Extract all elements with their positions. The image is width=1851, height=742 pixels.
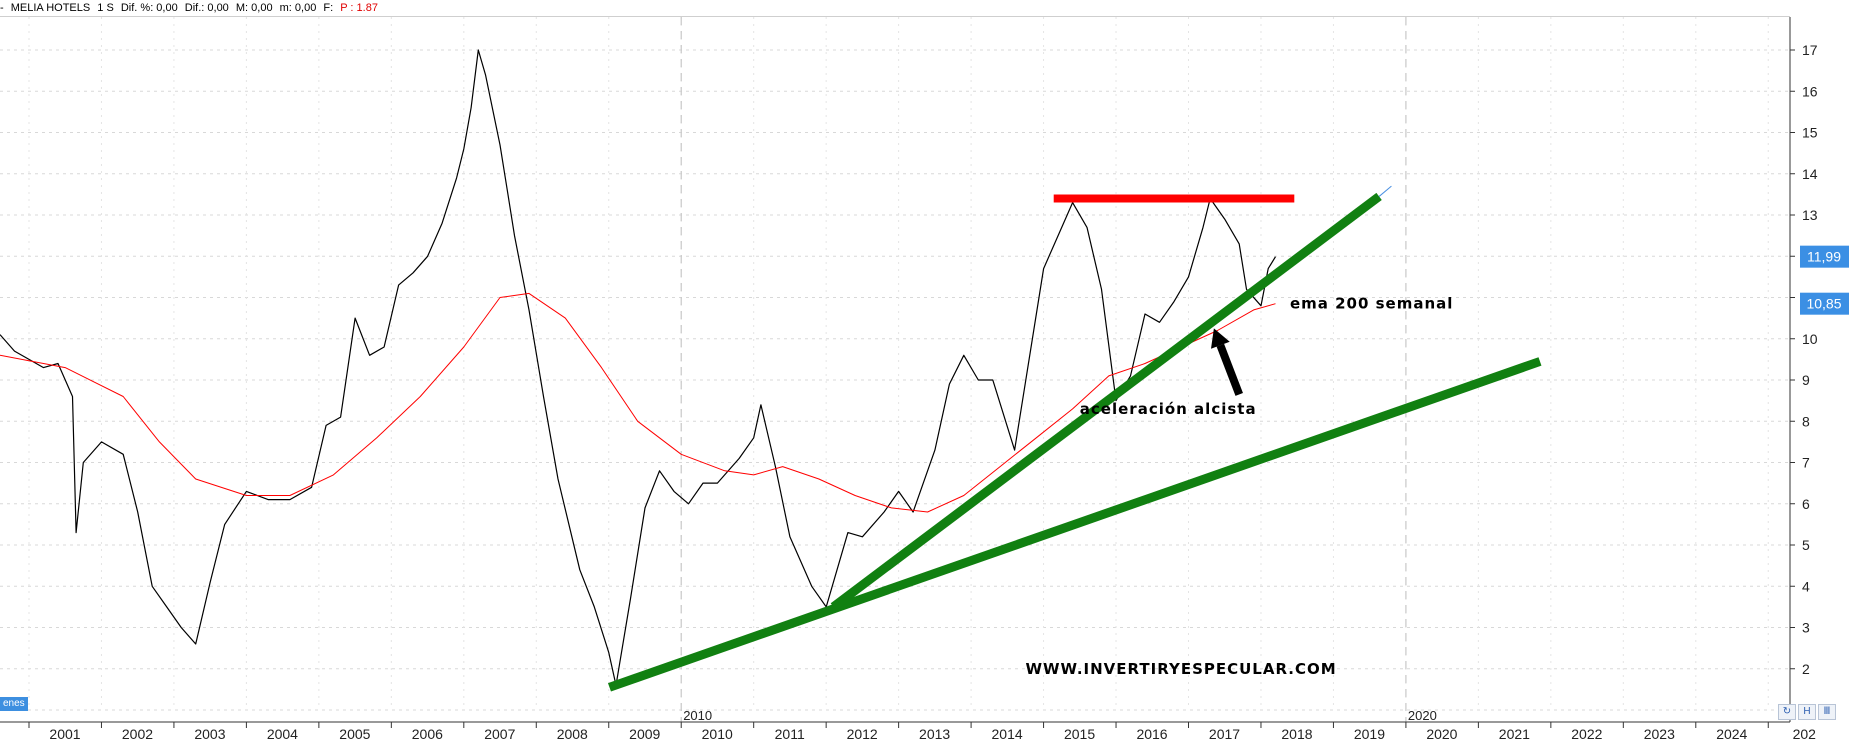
x-tick-label: 2015 bbox=[1064, 726, 1095, 742]
y-tick-label: 10 bbox=[1802, 331, 1818, 347]
x-tick-label: 2022 bbox=[1571, 726, 1602, 742]
x-tick-label: 2021 bbox=[1499, 726, 1530, 742]
volume-tab[interactable]: enes bbox=[0, 697, 28, 711]
ema-line bbox=[0, 292, 1276, 513]
x-tick-label: 2023 bbox=[1644, 726, 1675, 742]
x-tick-label: 2016 bbox=[1136, 726, 1167, 742]
chart-toolbar: ↻ H Ⅲ bbox=[1778, 704, 1836, 720]
y-axis-panel bbox=[1791, 17, 1851, 742]
save-icon[interactable]: H bbox=[1798, 704, 1816, 720]
value-box-bg bbox=[1800, 292, 1849, 315]
trendline bbox=[830, 192, 1382, 611]
p-label: P : 1.87 bbox=[340, 2, 378, 14]
trendline-extension bbox=[1378, 185, 1392, 197]
x-tick-label: 2004 bbox=[267, 726, 298, 742]
y-tick-label: 13 bbox=[1802, 207, 1818, 223]
value-box-bg bbox=[1800, 245, 1849, 268]
chart-annotation-text: aceleración alcista bbox=[1080, 400, 1257, 418]
x-tick-label: 2019 bbox=[1354, 726, 1385, 742]
price-chart[interactable]: 2010202012345678910111213141516172001200… bbox=[0, 17, 1851, 742]
x-tick-label: 2010 bbox=[702, 726, 733, 742]
refresh-icon[interactable]: ↻ bbox=[1778, 704, 1796, 720]
m-label: M: 0,00 bbox=[235, 2, 273, 14]
trendline bbox=[607, 357, 1542, 692]
x-tick-label: 2024 bbox=[1716, 726, 1747, 742]
dif-label: Dif.: 0,00 bbox=[184, 2, 229, 14]
y-tick-label: 2 bbox=[1802, 661, 1810, 677]
x-tick-label: 2018 bbox=[1281, 726, 1312, 742]
x-tick-label: 2006 bbox=[412, 726, 443, 742]
period-label: 1 S bbox=[97, 2, 114, 14]
x-tick-label: 2017 bbox=[1209, 726, 1240, 742]
y-tick-label: 14 bbox=[1802, 166, 1818, 182]
chart-annotation-text: WWW.INVERTIRYESPECULAR.COM bbox=[1025, 660, 1336, 678]
m2-label: m: 0,00 bbox=[279, 2, 317, 14]
arrow-head bbox=[1211, 328, 1230, 349]
x-tick-label: 2013 bbox=[919, 726, 950, 742]
x-tick-label: 2001 bbox=[49, 726, 80, 742]
x-tick-label: 2005 bbox=[339, 726, 370, 742]
dif-pct-label: Dif. %: 0,00 bbox=[120, 2, 178, 14]
last-ema-box: 10,85 bbox=[1800, 292, 1849, 315]
x-tick-label: 2011 bbox=[775, 726, 805, 742]
x-tick-label: 2014 bbox=[992, 726, 1023, 742]
columns-icon[interactable]: Ⅲ bbox=[1818, 704, 1836, 720]
arrow-shaft bbox=[1216, 343, 1243, 396]
price-line bbox=[0, 49, 1277, 686]
x-tick-label: 2007 bbox=[484, 726, 515, 742]
y-tick-label: 16 bbox=[1802, 83, 1818, 99]
last-price-box: 11,99 bbox=[1800, 245, 1849, 268]
chart-header: - MELIA HOTELS 1 S Dif. %: 0,00 Dif.: 0,… bbox=[0, 0, 1790, 17]
decade-label: 2010 bbox=[683, 708, 712, 723]
decade-label: 2020 bbox=[1408, 708, 1437, 723]
symbol-name: MELIA HOTELS bbox=[10, 2, 91, 14]
x-tick-label: 2003 bbox=[194, 726, 225, 742]
x-tick-label: 202 bbox=[1793, 726, 1817, 742]
x-tick-label: 2009 bbox=[629, 726, 660, 742]
y-tick-label: 4 bbox=[1802, 578, 1810, 594]
y-tick-label: 7 bbox=[1802, 455, 1810, 471]
y-tick-label: 3 bbox=[1802, 620, 1810, 636]
y-tick-label: 5 bbox=[1802, 537, 1810, 553]
y-tick-label: 15 bbox=[1802, 125, 1818, 141]
y-tick-label: 9 bbox=[1802, 372, 1810, 388]
x-tick-label: 2008 bbox=[557, 726, 588, 742]
f-label: F: bbox=[323, 2, 334, 14]
x-tick-label: 2012 bbox=[847, 726, 878, 742]
value-box-label: 10,85 bbox=[1806, 296, 1841, 312]
header-prefix: - bbox=[0, 2, 4, 14]
value-box-label: 11,99 bbox=[1807, 249, 1841, 265]
y-tick-label: 17 bbox=[1802, 42, 1818, 58]
x-tick-label: 2020 bbox=[1426, 726, 1457, 742]
chart-annotation-text: ema 200 semanal bbox=[1290, 295, 1453, 313]
x-axis-panel bbox=[0, 722, 1851, 742]
y-tick-label: 6 bbox=[1802, 496, 1810, 512]
y-tick-label: 8 bbox=[1802, 413, 1810, 429]
x-tick-label: 2002 bbox=[122, 726, 153, 742]
